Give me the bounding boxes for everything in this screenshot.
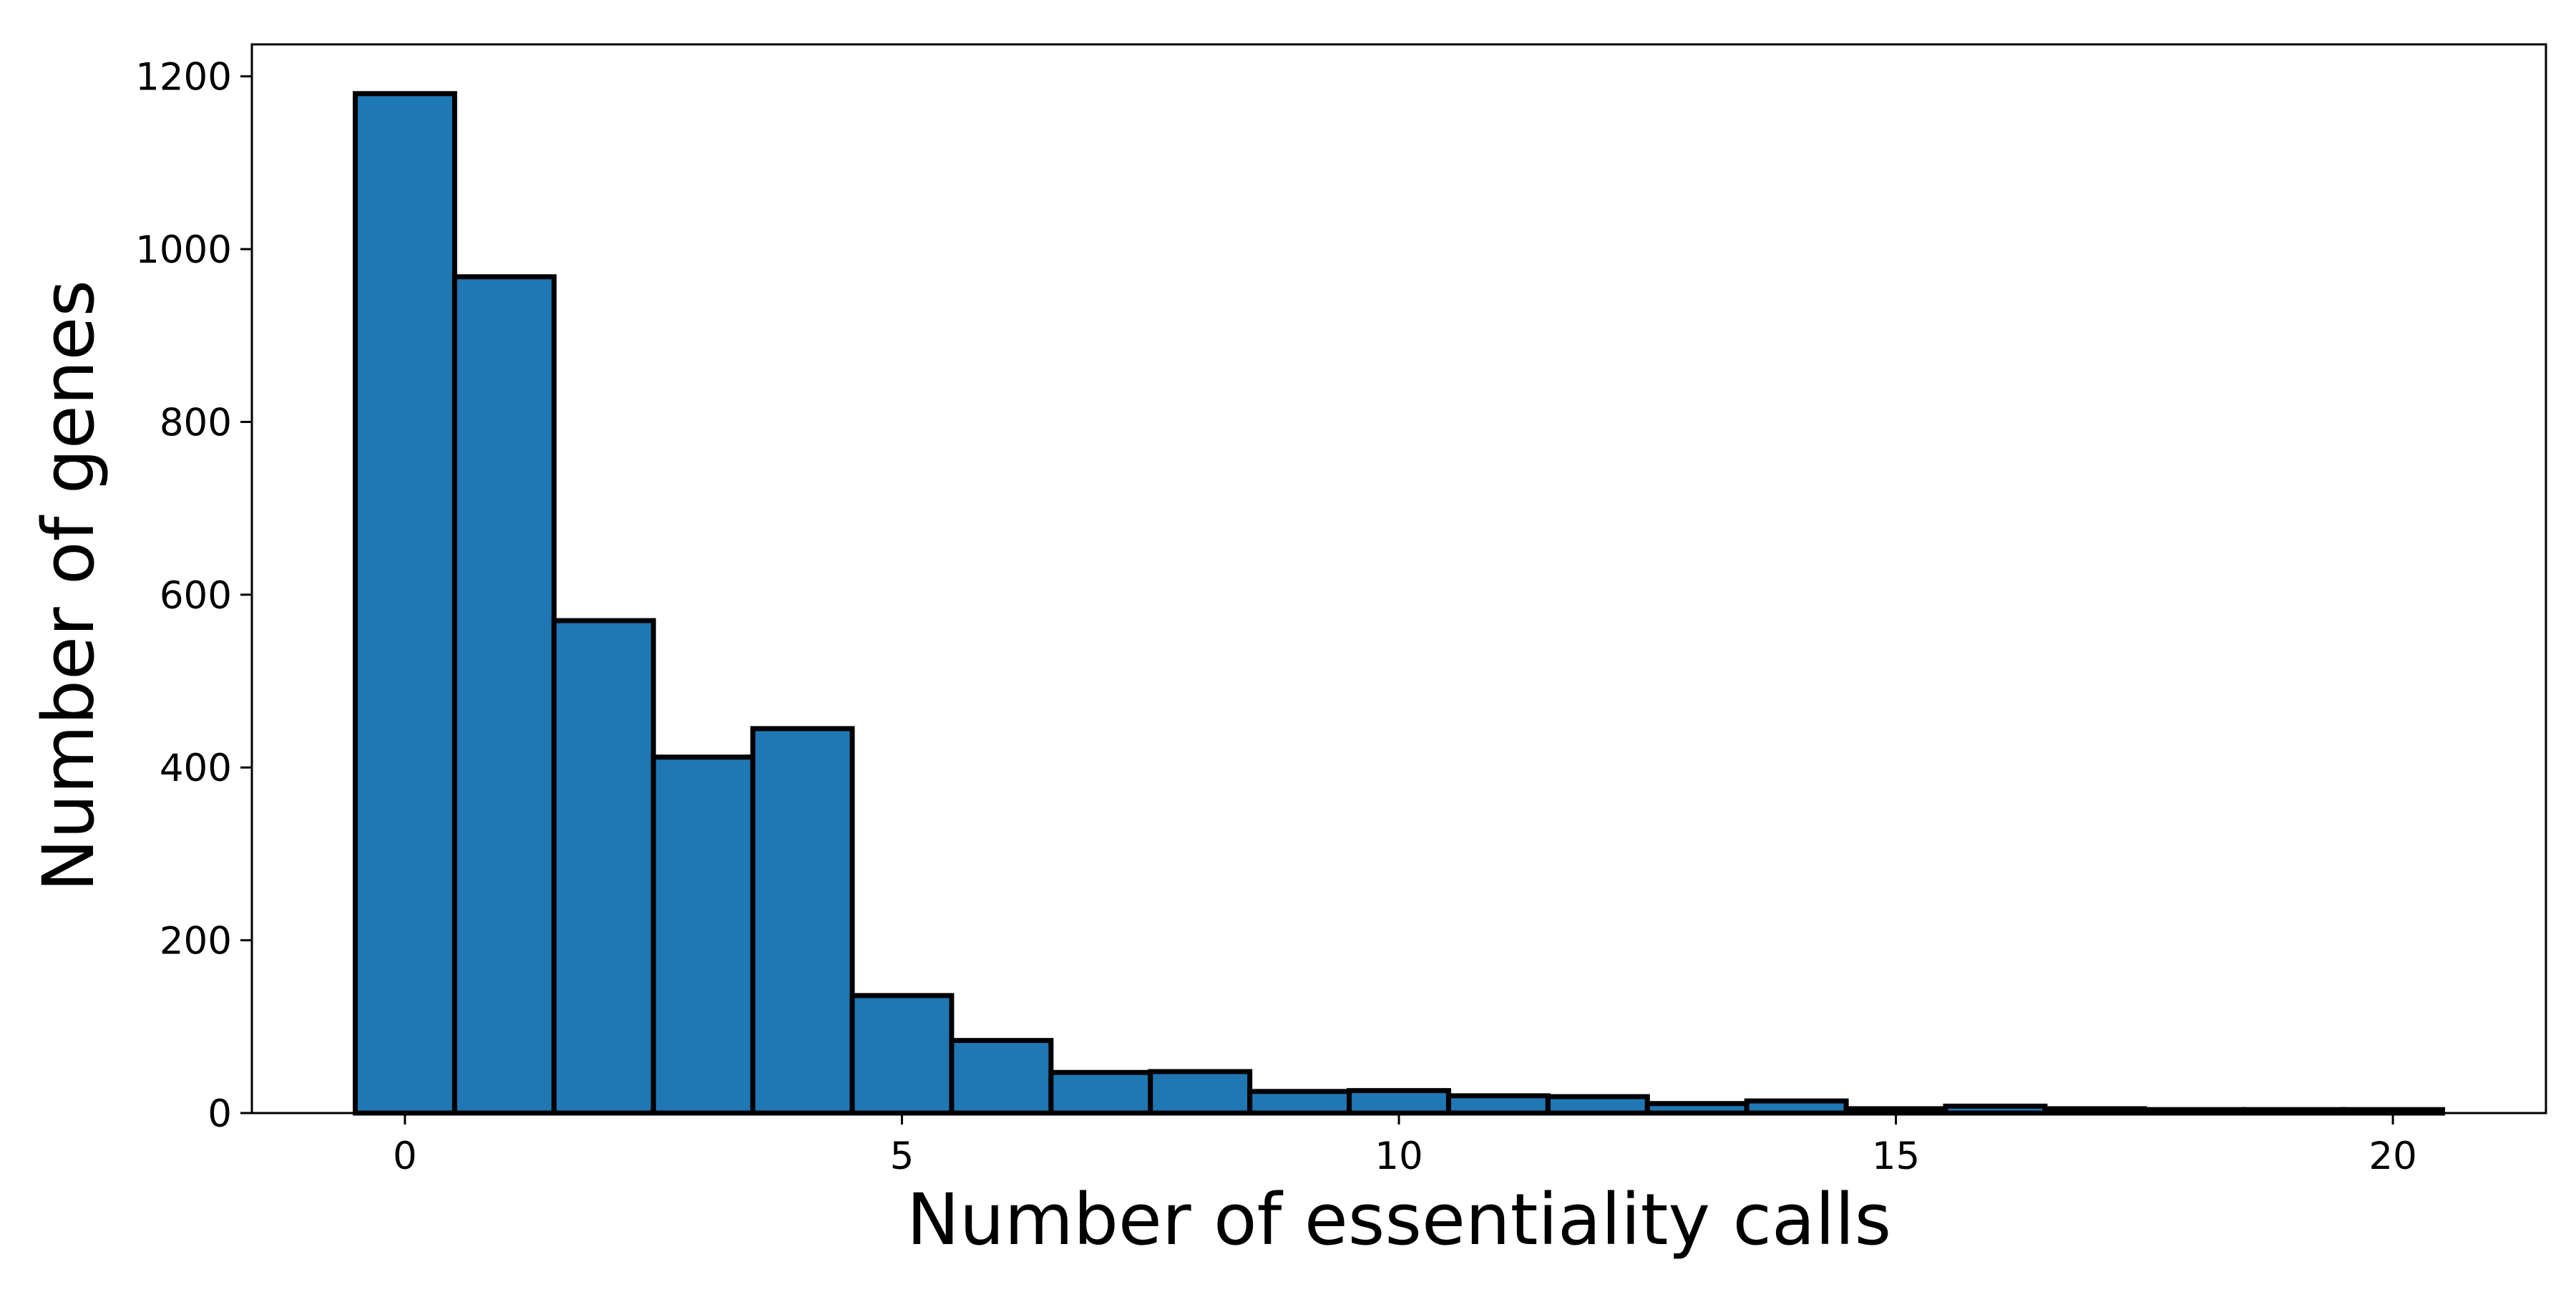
histogram-bar (650, 754, 756, 1116)
y-tick-label: 1200 (135, 56, 232, 99)
y-tick-label: 0 (208, 1092, 232, 1136)
y-tick-label: 800 (160, 401, 232, 445)
histogram-bar (949, 1038, 1054, 1116)
x-tick-label: 0 (393, 1135, 417, 1178)
x-tick-label: 5 (890, 1135, 914, 1178)
y-axis-label: Number of genes (28, 280, 110, 892)
bars-layer (352, 91, 2446, 1116)
histogram-bar (1247, 1089, 1352, 1116)
histogram-bar (1048, 1069, 1153, 1116)
histogram-bar (1347, 1088, 1451, 1116)
x-tick-label: 10 (1375, 1135, 1423, 1178)
histogram-bar (1148, 1069, 1253, 1116)
histogram-bar (1545, 1094, 1650, 1116)
histogram-bar (352, 91, 457, 1116)
histogram-bar (1744, 1098, 1849, 1116)
histogram-bar (551, 618, 656, 1116)
y-tick-label: 400 (160, 747, 232, 790)
histogram-bar (452, 274, 557, 1116)
histogram-bar (1445, 1093, 1551, 1116)
histogram-bar (849, 993, 955, 1116)
y-tick-label: 600 (160, 574, 232, 618)
histogram-bar (750, 726, 855, 1116)
y-axis-ticks: 0 200 400 600 800 1000 1200 (135, 56, 252, 1136)
x-tick-label: 15 (1872, 1135, 1920, 1178)
y-tick-label: 1000 (135, 228, 232, 272)
y-tick-label: 200 (160, 920, 232, 963)
x-axis-label: Number of essentiality calls (907, 1179, 1891, 1261)
histogram-bar (1644, 1101, 1750, 1116)
x-axis-ticks: 0 5 10 15 20 (393, 1113, 2417, 1178)
x-tick-label: 20 (2368, 1135, 2416, 1178)
